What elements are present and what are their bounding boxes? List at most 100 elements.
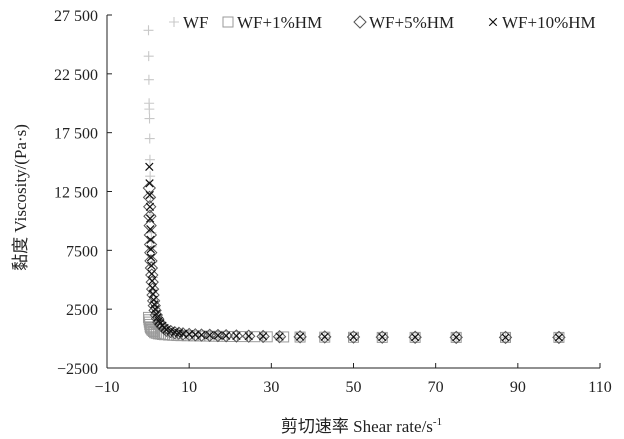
legend-marker bbox=[169, 17, 179, 27]
data-point bbox=[498, 330, 513, 345]
data-point bbox=[144, 104, 155, 115]
x-axis-label-superscript: -1 bbox=[433, 416, 442, 428]
data-point bbox=[348, 331, 359, 343]
y-tick-label: 17 500 bbox=[54, 126, 98, 143]
data-point bbox=[146, 235, 155, 244]
data-point bbox=[449, 330, 463, 345]
data-point bbox=[229, 329, 244, 343]
data-point bbox=[143, 237, 158, 252]
axis-labels: 剪切速率 Shear rate/s-1 黏度 Viscosity/(Pa·s) bbox=[11, 124, 442, 436]
data-point bbox=[346, 330, 361, 344]
data-point bbox=[144, 154, 155, 165]
data-point bbox=[378, 332, 387, 342]
legend-entry: WF+10%HM bbox=[502, 13, 596, 32]
data-point bbox=[143, 218, 157, 233]
data-point bbox=[146, 253, 156, 262]
data-point bbox=[500, 331, 512, 343]
x-axis-label: 剪切速率 Shear rate/s-1 bbox=[281, 416, 442, 436]
y-tick-label: 2500 bbox=[66, 302, 98, 319]
data-point bbox=[349, 332, 358, 342]
data-point bbox=[501, 333, 510, 342]
data-point bbox=[275, 332, 284, 341]
data-point bbox=[145, 162, 154, 171]
data-point bbox=[150, 304, 160, 314]
data-point bbox=[258, 332, 268, 341]
data-point bbox=[143, 209, 157, 223]
data-point bbox=[150, 327, 162, 339]
y-tick-label: 7500 bbox=[66, 243, 98, 260]
data-point bbox=[221, 331, 231, 340]
data-point bbox=[144, 245, 158, 260]
data-point bbox=[409, 331, 421, 343]
data-point bbox=[376, 331, 388, 343]
x-axis-label-text: 剪切速率 Shear rate/s bbox=[281, 417, 433, 436]
data-point bbox=[410, 332, 420, 342]
axes: −10 10 30 50 70 90 110 −2500 2500 7500 12 500 17 50… bbox=[54, 8, 612, 396]
data-point bbox=[142, 190, 157, 205]
data-point bbox=[295, 332, 305, 341]
data-point bbox=[293, 330, 307, 344]
x-tick-label: 30 bbox=[263, 379, 279, 396]
data-point bbox=[256, 329, 270, 344]
data-point bbox=[143, 25, 154, 36]
data-point bbox=[242, 329, 256, 343]
data-point bbox=[145, 214, 155, 223]
data-point bbox=[143, 74, 154, 85]
data-point bbox=[319, 331, 331, 343]
data-point bbox=[149, 308, 164, 322]
legend-marker bbox=[353, 15, 367, 29]
data-point bbox=[232, 331, 241, 341]
legend-marker bbox=[222, 16, 234, 28]
data-point bbox=[375, 330, 389, 344]
legend-marker bbox=[488, 17, 498, 27]
x-tick-label: 50 bbox=[346, 379, 362, 396]
x-tick-label: 90 bbox=[510, 379, 526, 396]
data-point bbox=[450, 331, 462, 343]
y-tick-label: −2500 bbox=[57, 361, 98, 378]
data-point bbox=[452, 333, 461, 342]
data-point bbox=[318, 330, 332, 344]
data-point bbox=[320, 332, 329, 341]
data-point bbox=[145, 171, 156, 182]
data-point bbox=[146, 244, 155, 254]
y-tick-label: 12 500 bbox=[54, 185, 98, 202]
data-point bbox=[219, 329, 233, 343]
data-point bbox=[144, 254, 158, 268]
data-point bbox=[143, 228, 158, 242]
legend-entry: WF bbox=[183, 13, 209, 32]
data-point bbox=[146, 224, 155, 234]
data-point bbox=[294, 331, 306, 343]
data-point bbox=[144, 133, 155, 144]
data-point bbox=[554, 333, 564, 342]
x-tick-label: 70 bbox=[428, 379, 444, 396]
data-point bbox=[244, 331, 253, 341]
plot-area bbox=[142, 25, 566, 345]
series-wf bbox=[143, 25, 564, 343]
data-point bbox=[213, 331, 223, 340]
legend-entry: WF+5%HM bbox=[369, 13, 454, 32]
data-point bbox=[143, 51, 154, 62]
y-axis-label: 黏度 Viscosity/(Pa·s) bbox=[11, 124, 30, 271]
legend: WF WF+1%HM WF+5%HM WF+10%HM bbox=[169, 13, 596, 32]
y-tick-label: 27 500 bbox=[54, 8, 98, 25]
y-tick-label: 22 500 bbox=[54, 67, 98, 84]
data-point bbox=[408, 330, 422, 344]
data-point bbox=[147, 269, 156, 279]
series-wf-10-hm bbox=[145, 162, 564, 342]
data-point bbox=[553, 331, 565, 343]
data-point bbox=[145, 202, 155, 211]
x-tick-label: −10 bbox=[94, 379, 119, 396]
x-tick-label: 110 bbox=[588, 379, 611, 396]
data-point bbox=[197, 330, 206, 340]
data-point bbox=[148, 276, 157, 286]
x-tick-label: 10 bbox=[181, 379, 197, 396]
data-point bbox=[145, 190, 154, 200]
data-point bbox=[145, 179, 154, 188]
data-point bbox=[145, 282, 160, 296]
data-point bbox=[205, 330, 214, 340]
data-point bbox=[552, 330, 566, 345]
data-point bbox=[147, 261, 156, 270]
data-point bbox=[144, 113, 155, 124]
data-point bbox=[159, 323, 174, 338]
